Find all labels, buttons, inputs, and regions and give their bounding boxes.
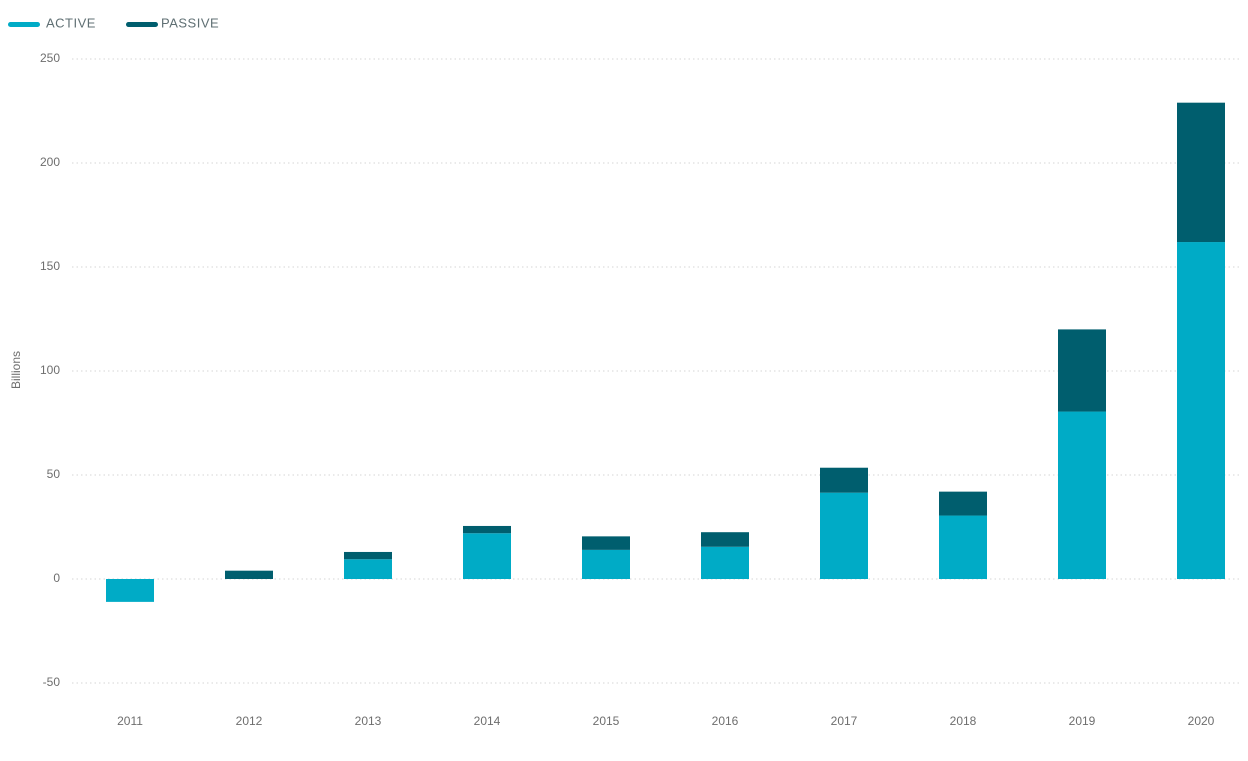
y-tick-label: 200 bbox=[40, 155, 60, 169]
bar-passive-2014 bbox=[463, 525, 511, 534]
bar-passive-2013 bbox=[344, 551, 392, 560]
bar-active-2019 bbox=[1058, 411, 1106, 579]
y-axis-title: Billions bbox=[9, 351, 23, 389]
bar-passive-2019 bbox=[1058, 329, 1106, 412]
bar-passive-2012 bbox=[225, 570, 273, 579]
bar-passive-2015 bbox=[582, 536, 630, 550]
x-tick-label: 2011 bbox=[117, 714, 143, 728]
x-tick-label: 2017 bbox=[831, 714, 858, 728]
bar-active-2011 bbox=[106, 579, 154, 602]
bar-passive-2016 bbox=[701, 532, 749, 547]
legend-label-passive: PASSIVE bbox=[161, 15, 219, 30]
y-tick-label: 100 bbox=[40, 363, 60, 377]
legend-swatch-active bbox=[8, 22, 40, 27]
legend-swatch-passive bbox=[126, 22, 158, 27]
bar-passive-2018 bbox=[939, 491, 987, 516]
bar-active-2013 bbox=[344, 559, 392, 579]
bars bbox=[106, 102, 1225, 602]
bar-passive-2017 bbox=[820, 467, 868, 493]
y-tick-label: 250 bbox=[40, 51, 60, 65]
x-tick-label: 2018 bbox=[950, 714, 977, 728]
bar-active-2017 bbox=[820, 492, 868, 579]
bar-active-2018 bbox=[939, 515, 987, 579]
bar-passive-2020 bbox=[1177, 102, 1225, 243]
x-tick-label: 2012 bbox=[236, 714, 263, 728]
y-tick-label: 150 bbox=[40, 259, 60, 273]
bar-active-2014 bbox=[463, 533, 511, 579]
bar-active-2016 bbox=[701, 546, 749, 579]
x-axis-ticks: 2011 2012 2013 2014 2015 2016 2017 2018 2019 2020 bbox=[117, 714, 1215, 728]
legend-label-active: ACTIVE bbox=[46, 15, 96, 30]
gridlines bbox=[72, 58, 1240, 684]
x-tick-label: 2019 bbox=[1069, 714, 1096, 728]
x-tick-label: 2015 bbox=[593, 714, 620, 728]
x-tick-label: 2013 bbox=[355, 714, 382, 728]
x-tick-label: 2014 bbox=[474, 714, 501, 728]
x-tick-label: 2016 bbox=[712, 714, 739, 728]
y-tick-label: -50 bbox=[43, 675, 61, 689]
y-axis-ticks: 250 200 150 100 50 0 -50 bbox=[40, 51, 60, 689]
y-tick-label: 50 bbox=[47, 467, 61, 481]
x-tick-label: 2020 bbox=[1188, 714, 1215, 728]
bar-active-2015 bbox=[582, 549, 630, 579]
legend: ACTIVE PASSIVE bbox=[8, 15, 219, 30]
bar-active-2020 bbox=[1177, 242, 1225, 580]
y-tick-label: 0 bbox=[53, 571, 60, 585]
